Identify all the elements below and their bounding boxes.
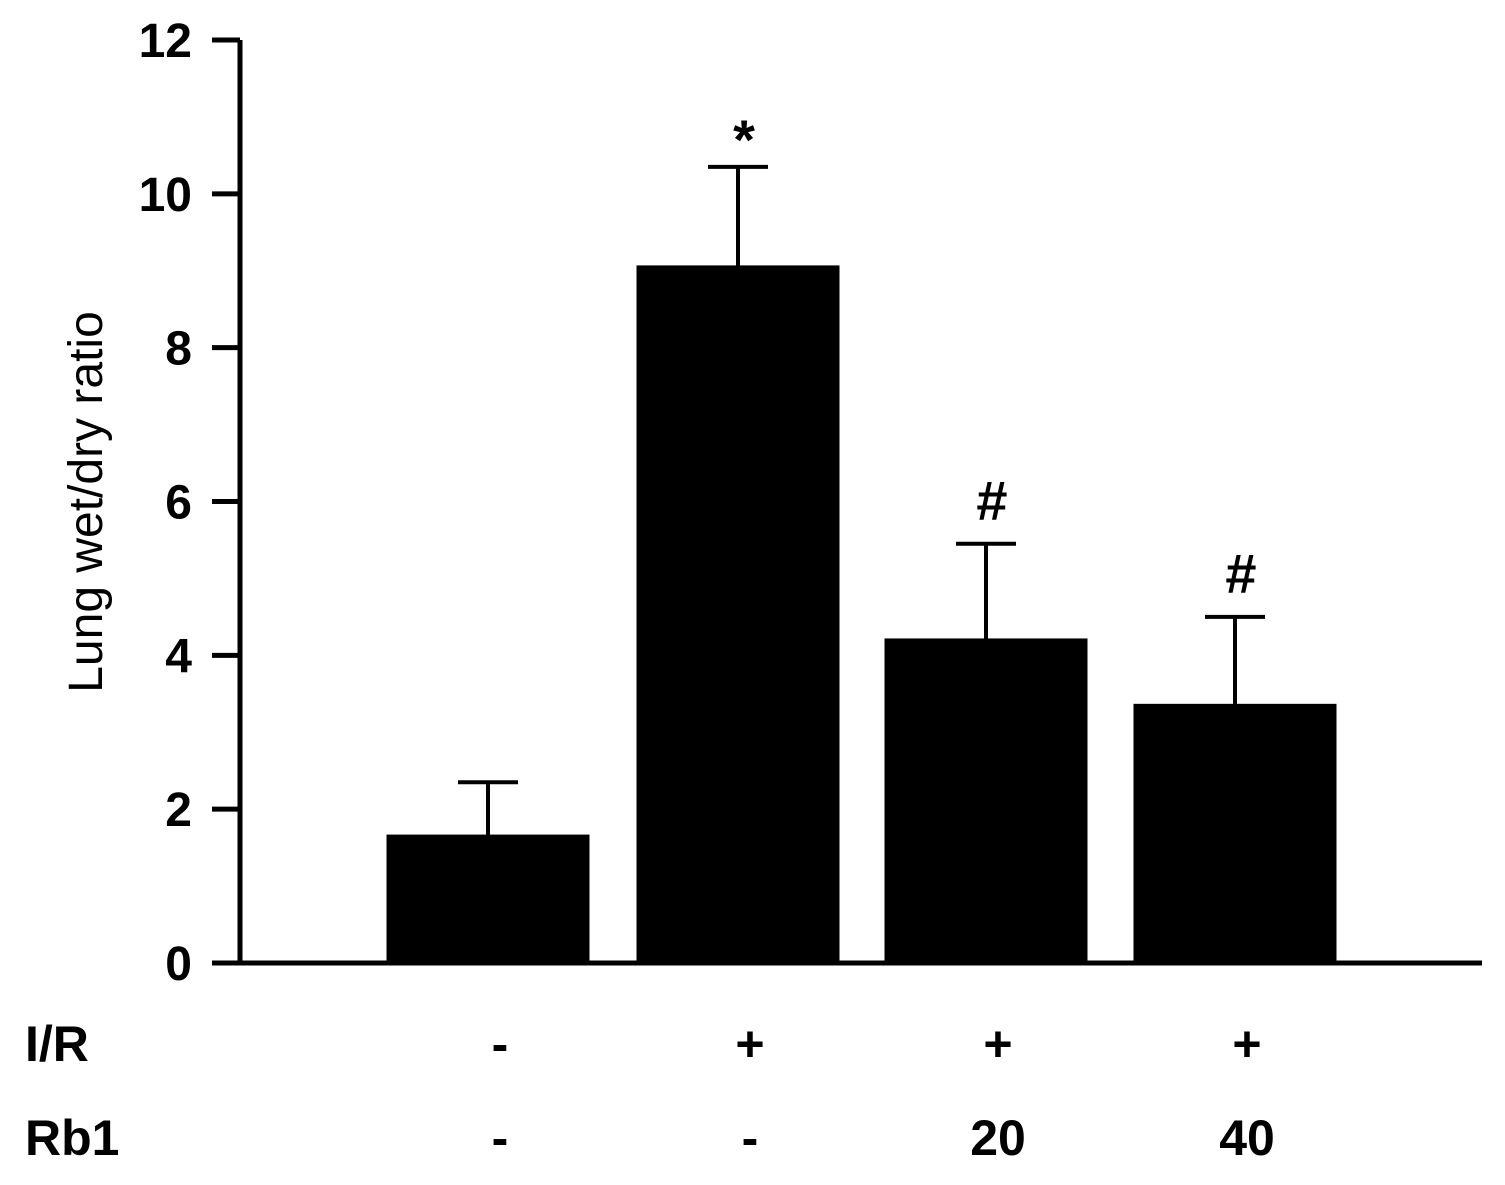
condition-rows-layer: I/R - + + + Rb1 - - 20 40: [25, 1016, 1275, 1166]
y-tick-label: 2: [165, 784, 192, 837]
bar: [1133, 703, 1337, 965]
condition-row-label: Rb1: [25, 1110, 119, 1166]
significance-marker: #: [1225, 542, 1256, 605]
bars-layer: [386, 265, 1337, 965]
bar: [884, 638, 1088, 965]
y-tick-label: 10: [139, 169, 192, 222]
condition-value: 40: [1219, 1110, 1275, 1166]
y-tick-label: 12: [139, 15, 192, 68]
annotations-layer: * # #: [733, 108, 1256, 605]
error-bars-layer: [458, 164, 1265, 837]
y-axis-title: Lung wet/dry ratio: [60, 311, 113, 693]
condition-value: +: [1232, 1016, 1261, 1072]
condition-value: -: [492, 1110, 509, 1166]
condition-value: 20: [970, 1110, 1026, 1166]
bar: [386, 834, 590, 965]
y-ticks-layer: 0 2 4 6 8 10 12: [139, 15, 240, 991]
condition-row-label: I/R: [25, 1016, 89, 1072]
condition-value: -: [742, 1110, 759, 1166]
y-tick-label: 6: [165, 477, 192, 530]
condition-value: +: [735, 1016, 764, 1072]
significance-marker: #: [976, 469, 1007, 532]
significance-marker: *: [733, 108, 755, 171]
condition-value: +: [983, 1016, 1012, 1072]
y-tick-label: 8: [165, 323, 192, 376]
condition-value: -: [492, 1016, 509, 1072]
y-tick-label: 0: [165, 938, 192, 991]
bar: [636, 265, 840, 965]
y-tick-label: 4: [165, 630, 192, 683]
